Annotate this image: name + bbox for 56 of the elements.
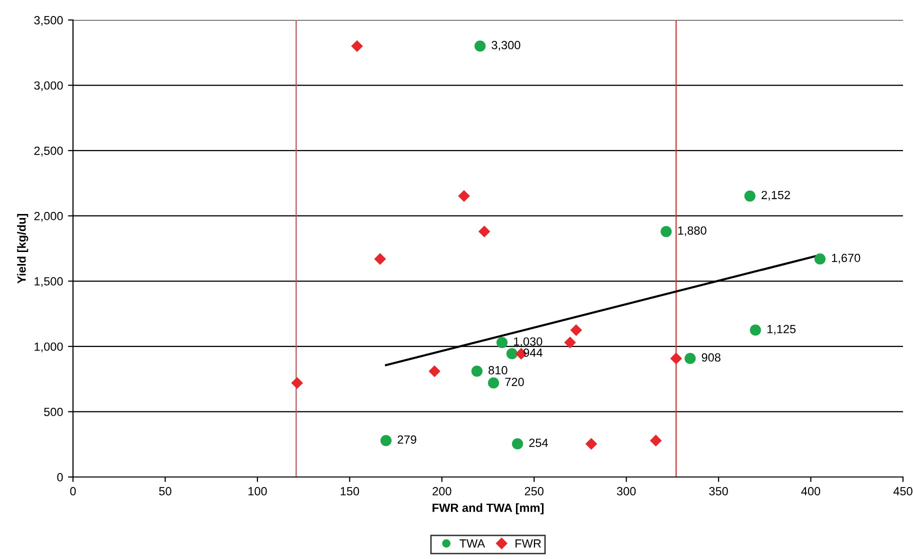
point (458, 190, 470, 202)
data-label: 720 (505, 378, 524, 386)
point (750, 324, 761, 336)
y-tick-label: 1,500 (34, 277, 63, 287)
x-tick-label: 50 (159, 487, 172, 496)
data-label: 810 (488, 366, 508, 374)
data-label: 279 (398, 435, 416, 444)
point (478, 226, 490, 238)
point (428, 365, 440, 378)
y-axis-title: Yield [kg/du] (17, 214, 28, 284)
x-tick-label: 100 (248, 487, 267, 496)
point (660, 226, 672, 238)
data-label: 1,670 (832, 254, 860, 264)
data-label: 254 (529, 438, 548, 448)
y-tick-label: 500 (44, 408, 63, 416)
point (570, 324, 582, 336)
point (670, 352, 682, 364)
data-label: 2,152 (762, 190, 790, 201)
point (291, 377, 303, 389)
data-label: 1,880 (678, 226, 706, 236)
point (380, 435, 392, 446)
point (585, 438, 598, 450)
x-tick-label: 350 (709, 487, 728, 496)
x-tick-label: 450 (893, 487, 912, 496)
x-tick-label: 200 (432, 487, 452, 496)
data-label: 1,125 (767, 324, 796, 335)
y-tick-label: 3,000 (34, 81, 63, 92)
x-tick-label: 400 (801, 487, 820, 496)
data-label: 908 (702, 353, 720, 362)
point (488, 377, 500, 389)
x-axis-title: FWR and TWA [mm] (432, 503, 544, 514)
y-tick-label: 2,500 (34, 146, 63, 156)
point (650, 434, 662, 446)
point (506, 348, 518, 360)
point (474, 40, 486, 52)
point (744, 190, 756, 202)
y-tick-label: 0 (57, 473, 63, 482)
x-tick-label: 250 (524, 487, 544, 496)
x-tick-label: 300 (616, 487, 636, 496)
legend-label: TWA (460, 539, 486, 548)
point (814, 253, 826, 264)
y-tick-label: 3,500 (34, 16, 63, 26)
point (496, 336, 508, 348)
point (512, 438, 524, 450)
y-tick-label: 2,000 (34, 212, 63, 222)
x-tick-label: 0 (70, 487, 76, 496)
point (564, 336, 576, 348)
point (374, 253, 386, 265)
point (684, 352, 696, 364)
data-label: 1,030 (514, 337, 542, 348)
y-tick-label: 1,000 (34, 342, 63, 352)
data-label: 3,300 (492, 40, 520, 51)
point (351, 40, 363, 52)
x-tick-label: 150 (340, 487, 360, 496)
legend-label: FWR (516, 539, 541, 548)
point (471, 366, 482, 377)
